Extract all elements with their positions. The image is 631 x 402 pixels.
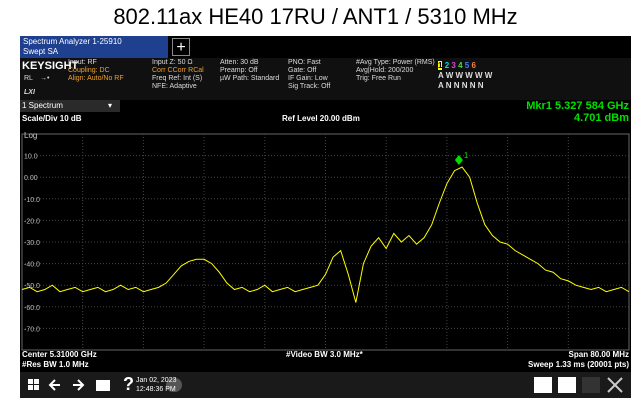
folder-icon[interactable] [96, 380, 110, 391]
title: 802.11ax HE40 17RU / ANT1 / 5310 MHz [113, 4, 518, 29]
chat-icon[interactable] [166, 378, 182, 392]
info-text: Preamp: Off [220, 67, 258, 74]
y-tick-label: -30.0 [24, 240, 40, 247]
spectrum-plot: Log 10.0 0.00 -10.0 -20.0 -30.0 -40.0 -50.0 -60.… [21, 131, 630, 351]
trace-num: 1 [438, 61, 443, 70]
clock: Jan 02, 2023 12:48:36 PM [136, 376, 176, 394]
center: Center 5.31000 GHz [22, 350, 97, 359]
y-tick-label: -70.0 [24, 326, 40, 333]
y-tick-label: 0.00 [24, 175, 38, 182]
add-button[interactable]: + [172, 38, 190, 56]
info-text: NFE: Adaptive [152, 83, 197, 90]
window-selector[interactable]: 1 Spectrum ▾ [20, 100, 120, 112]
info-col: PNO: Fast Gate: Off IF Gain: Low Sig Track:… [288, 59, 330, 91]
trace-num: 4 [458, 61, 463, 70]
trace-row: A W W W W W [438, 71, 493, 80]
tab-line: Spectrum Analyzer 1-25910 [23, 37, 122, 46]
help[interactable]: ? [123, 374, 134, 394]
y-tick-label: -50.0 [24, 283, 40, 290]
marker [454, 155, 463, 166]
info-text: Atten: 30 dB [220, 59, 259, 66]
tab[interactable]: Spectrum Analyzer 1-25910 Swept SA [20, 36, 168, 58]
trace-num: 6 [471, 61, 476, 70]
date: Jan 02, 2023 [136, 377, 177, 384]
trace-num: 3 [451, 61, 456, 70]
marker-freq: Mkr1 5.327 584 GHz [526, 100, 629, 112]
info-text: Input: RF [68, 59, 97, 66]
marker-label: 1 [464, 151, 469, 160]
rl: RL [24, 75, 33, 82]
info-text: Corr CCorr RCal [152, 67, 204, 74]
info-text: µW Path: Standard [220, 75, 280, 82]
info-text: Trig: Free Run [356, 75, 401, 82]
fullscreen-icon[interactable] [607, 377, 623, 393]
time: 12:48:36 PM [136, 386, 176, 393]
trace-indicator: 1 2 3 4 5 6 A W W W W W A N N N N N [438, 61, 492, 91]
trace-row: A N N N N N [438, 81, 484, 90]
trace-numbers: 1 2 3 4 5 6 [438, 61, 492, 71]
undo-icon[interactable] [48, 379, 60, 391]
info-text: Coupling: DC [68, 67, 110, 74]
keypad-icon[interactable] [534, 377, 552, 393]
info-col: Input: RF Coupling: DC Align: Auto/No RF [68, 59, 124, 83]
trace [21, 166, 630, 303]
dropdown-arrow: ▾ [108, 101, 113, 110]
info-col: Atten: 30 dB Preamp: Off µW Path: Standard [220, 59, 279, 83]
info-text: IF Gain: Low [288, 75, 328, 82]
info-col: Input Z: 50 Ω Corr CCorr RCal Freq Ref: In… [152, 59, 204, 91]
trace-num: 5 [464, 61, 470, 70]
info-text: Freq Ref: Int (S) [152, 75, 203, 82]
video-bw: #Video BW 3.0 MHz* [286, 350, 363, 359]
info-text: PNO: Fast [288, 59, 321, 66]
ref-level: Ref Level 20.00 dBm [282, 114, 360, 123]
span: Span 80.00 MHz [568, 350, 629, 359]
info-col: #Avg Type: Power (RMS) Avg|Hold: 200/200 T… [356, 59, 435, 83]
info-text: #Avg Type: Power (RMS) [356, 59, 435, 66]
y-tick-label: -60.0 [24, 305, 40, 312]
info-text: Sig Track: Off [288, 83, 331, 90]
info-text: Gate: Off [288, 67, 317, 74]
lxi: LXI [24, 89, 35, 96]
sweep: Sweep 1.33 ms (20001 pts) [528, 360, 629, 369]
y-tick-label: 10.0 [24, 154, 38, 161]
logo: KEYSIGHT [22, 60, 79, 72]
touch-icon[interactable] [558, 377, 576, 393]
taskbar: ? Jan 02, 2023 12:48:36 PM [20, 372, 631, 398]
info-text: Align: Auto/No RF [68, 75, 124, 82]
start-icon[interactable] [28, 379, 39, 390]
log-label: Log [24, 131, 37, 140]
trace-num: 2 [444, 61, 450, 70]
window-label: 1 Spectrum [22, 101, 63, 110]
y-tick-label: -20.0 [24, 218, 40, 225]
taskbar-icons [28, 377, 623, 393]
marker-level: 4.701 dBm [573, 112, 629, 124]
analyzer-screen: Spectrum Analyzer 1-25910 Swept SA + KEYS… [20, 36, 631, 398]
info-text: Input Z: 50 Ω [152, 59, 193, 66]
info-text: Avg|Hold: 200/200 [356, 67, 414, 74]
y-tick-label: -10.0 [24, 197, 40, 204]
arrow: →• [40, 75, 50, 82]
res-bw: #Res BW 1.0 MHz [22, 360, 89, 369]
tab-line: Swept SA [23, 47, 59, 56]
redo-icon[interactable] [73, 379, 85, 391]
info-bar: KEYSIGHT RL →• LXI Input: RF Coupling: DC… [20, 58, 631, 100]
scale: Scale/Div 10 dB [22, 114, 82, 123]
layout-icon[interactable] [582, 377, 600, 393]
y-tick-label: -40.0 [24, 262, 40, 269]
